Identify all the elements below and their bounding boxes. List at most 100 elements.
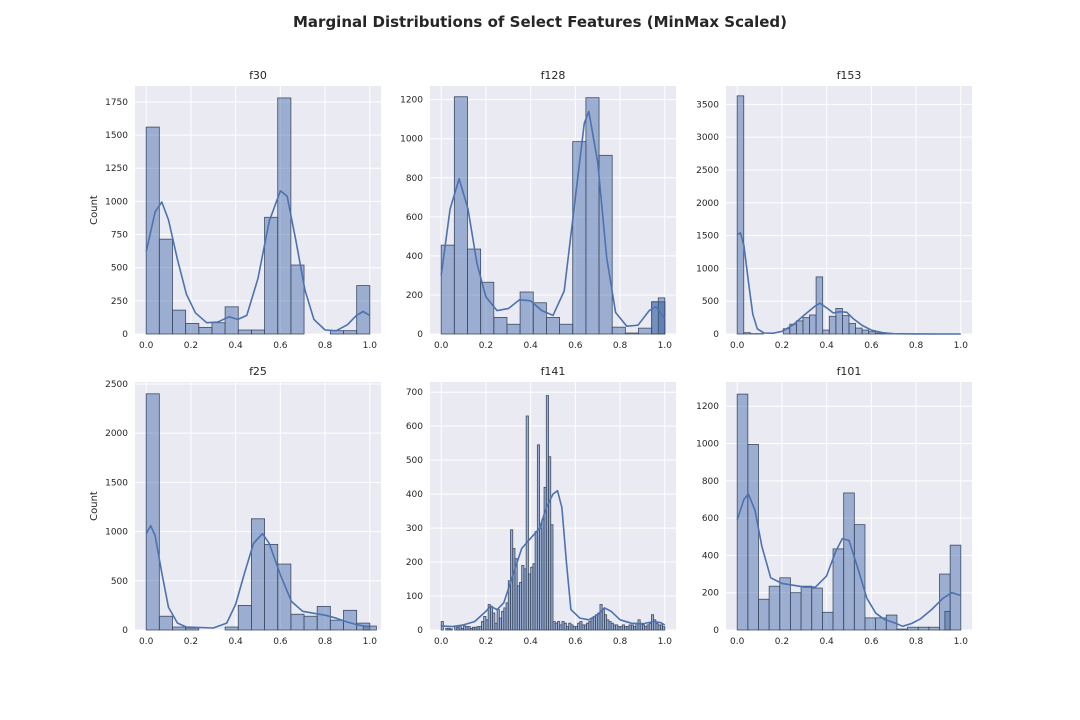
histogram-bar [832,548,845,631]
kde-curve [441,489,666,628]
histogram-bar [822,329,830,335]
histogram-bar [343,609,358,631]
histogram-bar [747,444,759,631]
subplot-title: f128 [541,69,566,82]
y-tick-label: 300 [406,524,423,534]
x-tick-label: 0.4 [523,637,538,647]
y-tick-label: 600 [702,514,719,524]
x-tick-label: 0.6 [273,637,288,647]
histogram-bar [848,323,856,335]
subplot-grid: 0.0 0.2 0.4 0.6 0.8 1.00250500750100012501500… [89,69,972,647]
histogram-bar [224,626,239,631]
x-tick-label: 0.0 [730,341,745,351]
subplot-f141: 0.0 0.2 0.4 0.6 0.8 1.0 0 100 200 300 400 500 600 700… [406,365,676,647]
histogram-bar [657,297,666,335]
x-tick-label: 1.0 [954,637,969,647]
histogram-bar [896,628,908,631]
y-tick-label: 1200 [400,96,423,106]
histogram-bar [809,314,817,335]
histogram-bar [251,518,265,631]
y-tick-label: 800 [406,174,423,184]
histogram-bar [277,563,292,631]
y-tick-label: 0 [713,626,719,636]
histogram-bar [506,323,521,335]
y-tick-label: 750 [111,231,128,241]
histogram-bar [290,613,305,631]
y-tick-label: 400 [702,551,719,561]
y-axis-label: Count [89,195,100,225]
x-tick-label: 1.0 [954,341,969,351]
histogram-bar [611,326,626,335]
y-tick-label: 3500 [696,100,719,110]
histogram-bar [185,627,200,631]
subplot-title: f141 [541,365,566,378]
x-tick-label: 0.8 [613,341,628,351]
y-tick-label: 0 [417,626,423,636]
x-tick-label: 0.8 [318,341,333,351]
x-tick-label: 0.8 [613,637,628,647]
y-tick-label: 1000 [696,264,719,274]
x-tick-label: 0.6 [568,637,583,647]
y-tick-label: 600 [406,213,423,223]
histogram-bar [158,615,173,631]
y-tick-label: 1500 [696,232,719,242]
y-tick-label: 1500 [105,478,128,488]
histogram-bar [928,626,940,631]
histogram-bar [855,327,863,335]
subplot-f101: 0.0 0.2 0.4 0.6 0.8 1.0 0 200 400 600 800 1000 1200 f… [696,365,972,647]
histogram-bar [861,329,870,335]
x-tick-label: 0.2 [775,637,789,647]
y-tick-label: 1750 [105,98,128,108]
x-tick-label: 0.8 [909,637,924,647]
y-tick-label: 600 [406,422,423,432]
histogram-bar [736,393,749,631]
y-tick-label: 1000 [400,135,423,145]
x-tick-label: 0.2 [479,341,493,351]
y-tick-label: 400 [406,490,423,500]
subplot-f25: 0.0 0.2 0.4 0.6 0.8 1.0 0 500 1000 1500 2000 2500 f2… [89,365,381,647]
histogram-bar [449,628,453,631]
histogram-bar [329,619,344,631]
kde-curve [440,110,666,328]
x-tick-label: 0.2 [184,341,198,351]
y-tick-label: 0 [713,330,719,340]
histogram-bar [559,323,574,335]
x-tick-label: 0.6 [864,637,879,647]
y-axis-label: Count [89,491,100,521]
histogram-bar [821,611,834,631]
y-tick-label: 200 [406,291,423,301]
histogram-bar [356,285,371,335]
histogram-bar [492,612,496,631]
histogram-bar [343,330,358,335]
y-tick-label: 400 [406,252,423,262]
histogram-bar [185,322,200,335]
x-tick-label: 1.0 [363,637,378,647]
x-tick-label: 0.0 [434,341,449,351]
kde-curve [145,190,371,332]
y-tick-label: 500 [111,264,128,274]
x-tick-label: 0.4 [228,341,243,351]
x-tick-label: 0.0 [434,637,449,647]
histogram-bar [316,605,331,631]
histogram-bar [736,95,745,335]
x-tick-label: 0.4 [523,341,538,351]
histogram-bar [290,264,305,335]
y-tick-label: 800 [702,477,719,487]
histogram-bar [546,317,560,335]
y-tick-label: 500 [111,577,128,587]
histogram-bar [949,544,962,631]
x-tick-label: 0.8 [909,341,924,351]
histogram-bar [198,326,213,335]
histogram-bar [453,96,468,335]
histogram-bar [662,626,666,631]
x-tick-label: 0.2 [184,637,198,647]
histogram-bar [145,126,160,335]
x-tick-label: 0.6 [864,341,879,351]
histogram-bar [917,626,930,631]
histogram-bar [172,626,187,631]
histogram-bar [158,238,173,335]
x-tick-label: 0.4 [819,341,834,351]
histogram-bar [868,331,876,335]
histogram-bar [853,524,866,631]
